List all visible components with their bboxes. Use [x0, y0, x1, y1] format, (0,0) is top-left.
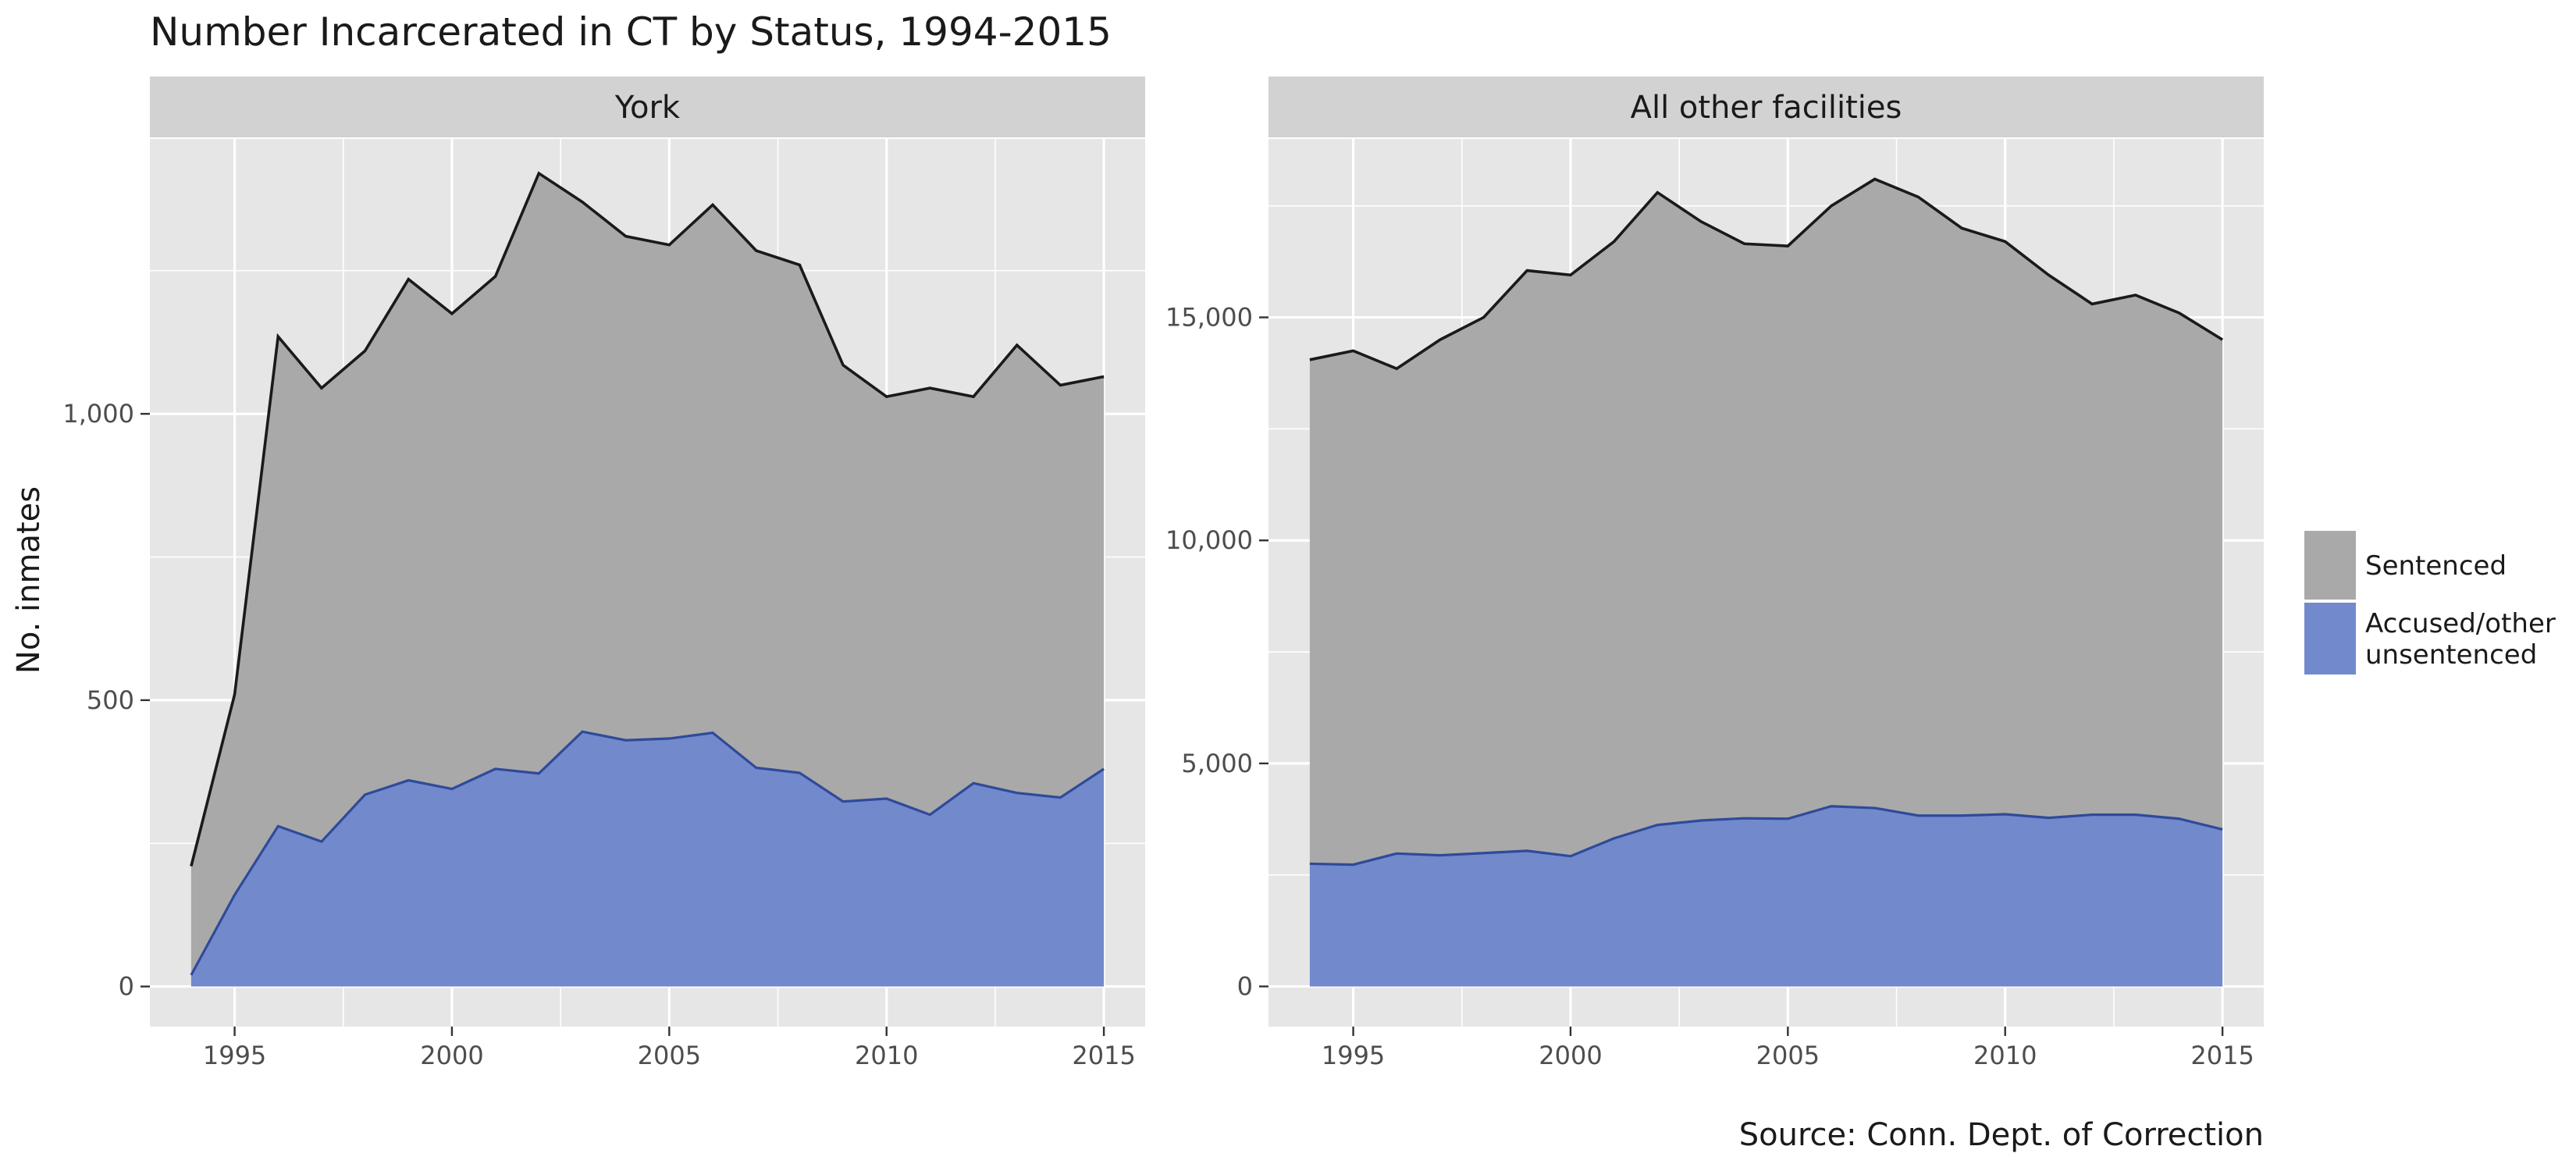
area-sentenced	[1309, 179, 2223, 865]
legend-label-1: unsentenced	[2365, 639, 2537, 671]
line-accused-unsentenced	[190, 730, 1105, 976]
y-tick-label: 0	[1237, 972, 1253, 1002]
panel-strip-label: All other facilities	[1631, 90, 1902, 126]
y-tick-label: 5,000	[1181, 749, 1253, 778]
x-tick-label: 2000	[1539, 1041, 1602, 1070]
line-total	[190, 171, 1105, 867]
x-tick-label: 2015	[1072, 1041, 1135, 1070]
y-tick-label: 10,000	[1165, 525, 1253, 555]
x-tick-label: 2015	[2190, 1041, 2254, 1070]
y-tick-label: 500	[87, 685, 134, 715]
legend-key-0	[2304, 531, 2356, 600]
panel-1: All other facilities 0 5,000 10,000 15,000 19…	[1165, 77, 2264, 1070]
area-accused-unsentenced	[1309, 806, 2223, 987]
source-caption: Source: Conn. Dept. of Correction	[1739, 1117, 2264, 1153]
y-axis-label: No. inmates	[11, 486, 47, 674]
panel-strip	[1268, 77, 2264, 137]
x-tick-label: 2005	[1756, 1041, 1820, 1070]
panel-0: York 0 500 1,000 1995 2000 2005 2010 2015	[62, 77, 1145, 1070]
panel-strip-label: York	[614, 90, 681, 126]
y-tick-label: 15,000	[1165, 303, 1253, 333]
line-accused-unsentenced	[1309, 805, 2223, 867]
line-total	[1309, 177, 2224, 371]
panel-strip	[150, 77, 1145, 137]
x-tick-label: 2000	[420, 1041, 483, 1070]
legend-label-1: Accused/other	[2365, 608, 2556, 639]
x-tick-label: 2005	[638, 1041, 701, 1070]
y-tick-label: 0	[119, 972, 134, 1002]
x-tick-label: 2010	[1973, 1041, 2037, 1070]
legend-key-1	[2304, 603, 2356, 674]
chart-title: Number Incarcerated in CT by Status, 199…	[150, 9, 1112, 55]
area-sentenced	[190, 173, 1105, 975]
y-tick-label: 1,000	[62, 399, 134, 429]
area-accused-unsentenced	[190, 731, 1105, 987]
legend-label-0: Sentenced	[2365, 550, 2507, 582]
x-tick-label: 1995	[1322, 1041, 1385, 1070]
x-tick-label: 2010	[855, 1041, 918, 1070]
x-tick-label: 1995	[203, 1041, 266, 1070]
